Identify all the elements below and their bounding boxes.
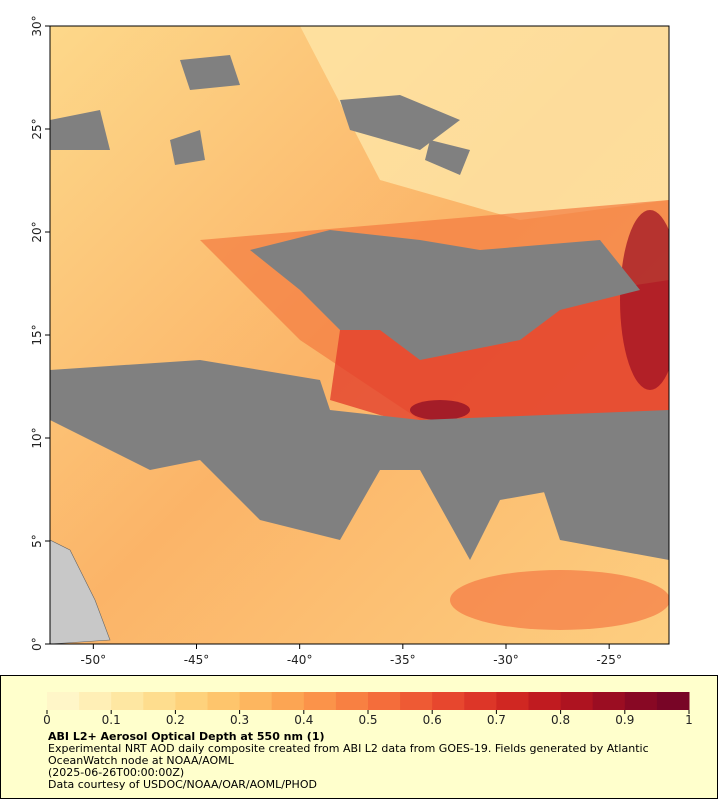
y-tick-label: 10° <box>30 427 44 448</box>
y-tick-label: 15° <box>30 324 44 345</box>
colorbar-tick-label: 0.9 <box>615 713 634 727</box>
colorbar-tick-label: 0 <box>43 713 51 727</box>
colorbar-tick-label: 0.6 <box>423 713 442 727</box>
footer-description: Experimental NRT AOD daily composite cre… <box>48 742 649 767</box>
colorbar-swatch <box>656 692 690 710</box>
colorbar-swatch <box>400 692 433 710</box>
x-tick-label: -30° <box>493 653 519 667</box>
x-tick-label: -40° <box>287 653 313 667</box>
colorbar-swatch <box>560 692 594 710</box>
y-tick-label: 5° <box>30 534 44 548</box>
y-tick-label: 30° <box>30 15 44 36</box>
colorbar-swatch <box>368 692 401 710</box>
footer: ABI L2+ Aerosol Optical Depth at 550 nm … <box>48 731 688 791</box>
colorbar-swatch <box>47 692 80 710</box>
colorbar-swatch <box>207 692 241 710</box>
colorbar-tick-label: 0.8 <box>551 713 570 727</box>
colorbar-swatch <box>432 692 465 710</box>
colorbar-tick-label: 0.7 <box>487 713 506 727</box>
colorbar-tick-label: 0.3 <box>230 713 249 727</box>
colorbar-swatch <box>143 692 176 710</box>
colorbar-swatch <box>528 692 562 710</box>
colorbar-swatch <box>592 692 626 710</box>
y-tick-label: 25° <box>30 118 44 139</box>
map-image <box>50 26 669 644</box>
colorbar-tick-label: 0.1 <box>102 713 121 727</box>
y-tick-label: 20° <box>30 221 44 242</box>
colorbar-swatch <box>303 692 337 710</box>
colorbar-swatch <box>239 692 273 710</box>
footer-credit: Data courtesy of USDOC/NOAA/OAR/AOML/PHO… <box>48 778 317 791</box>
colorbar-swatch <box>624 692 658 710</box>
colorbar-tick-label: 1 <box>685 713 693 727</box>
x-tick-label: -50° <box>81 653 107 667</box>
x-tick-label: -45° <box>184 653 210 667</box>
colorbar-tick-label: 0.4 <box>294 713 313 727</box>
colorbar-tick-label: 0.2 <box>166 713 185 727</box>
y-tick-label: 0° <box>30 637 44 651</box>
colorbar-tick-label: 0.5 <box>358 713 377 727</box>
footer-timestamp: (2025-06-26T00:00:00Z) <box>48 766 185 779</box>
colorbar-swatch <box>79 692 112 710</box>
colorbar-swatch <box>111 692 144 710</box>
x-tick-label: -25° <box>596 653 622 667</box>
colorbar-swatch <box>175 692 208 710</box>
colorbar-swatch <box>335 692 369 710</box>
x-tick-label: -35° <box>390 653 416 667</box>
colorbar-swatch <box>271 692 305 710</box>
colorbar-swatch <box>496 692 529 710</box>
colorbar-swatch <box>464 692 497 710</box>
footer-title: ABI L2+ Aerosol Optical Depth at 550 nm … <box>48 730 325 743</box>
